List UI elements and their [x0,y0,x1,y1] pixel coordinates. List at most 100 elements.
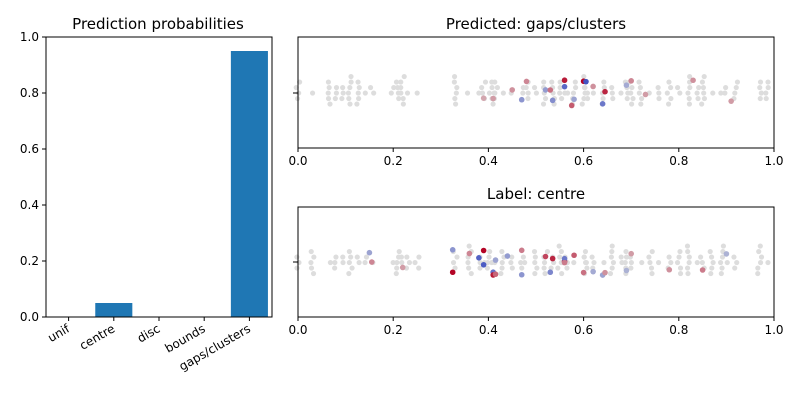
swarm-point [618,90,624,96]
swarm-x-tick-label: 0.8 [669,154,688,168]
swarm-point [534,265,540,271]
swarm-point [708,270,714,277]
swarm-point [557,79,563,85]
swarm-point [708,254,715,260]
swarm-x-tick-label: 1.0 [764,323,783,337]
swarm-point [685,270,691,277]
swarm-point [325,95,332,102]
swarm-point [668,259,674,266]
swarm-highlight-point [518,96,525,103]
swarm-point [765,259,771,266]
bar-centre [95,303,133,317]
swarm-point [450,259,457,266]
swarm-point [609,243,615,249]
swarm-highlight-point [547,269,554,276]
swarm-point [639,259,645,266]
swarm-point [499,265,505,271]
swarm-point [414,90,420,96]
swarm-point [646,254,652,260]
bar-x-tick-label: disc [135,321,163,345]
swarm-highlight-point [547,87,554,93]
swarm-highlight-point [666,266,673,273]
swarm-point [699,259,705,266]
swarm-point [701,90,707,96]
swarm-point [701,73,707,80]
swarm-point [649,248,655,255]
swarm-point [629,84,635,91]
swarm-point [476,90,482,96]
swarm-point [694,90,700,96]
swarm-highlight-point [628,78,634,84]
swarm-point [508,259,514,266]
swarm-highlight-point [623,82,630,89]
swarm-point [396,248,402,255]
swarm-highlight-point [590,83,596,90]
swarm-point [655,259,662,266]
swarm-point [466,265,472,271]
swarm-point [572,79,578,85]
swarm-point [388,90,394,96]
swarm-point [416,265,422,271]
swarm-point [674,259,681,266]
swarm-point [309,90,316,96]
swarm-point [400,95,406,102]
swarm-point [623,248,629,255]
swarm-point [486,254,492,260]
swarm-point [557,84,563,91]
swarm-point [498,270,504,277]
swarm-point [541,79,547,85]
predicted-chart-title: Predicted: gaps/clusters [446,15,626,33]
swarm-point [355,79,361,85]
swarm-point [296,259,302,266]
swarm-point [452,101,459,107]
swarm-point [581,73,587,80]
swarm-x-tick-label: 0.8 [669,323,688,337]
swarm-highlight-point [490,95,496,102]
bar-y-axis: 0.0 0.2 0.4 0.6 0.8 1.0 [20,30,46,324]
label-chart-title: Label: centre [487,185,585,203]
swarm-point [763,95,769,102]
swarm-point [452,265,458,271]
swarm-highlight-point [509,87,515,93]
swarm-point [656,95,662,102]
swarm-point [477,265,483,271]
swarm-point [523,84,529,91]
swarm-point [487,248,493,255]
swarm-point [668,84,674,91]
swarm-highlight-point [642,91,649,98]
swarm-point [555,265,561,271]
swarm-point [734,259,740,266]
swarm-point [533,90,540,96]
swarm-point [398,79,404,85]
swarm-point [719,254,726,260]
swarm-point [363,254,370,260]
swarm-point [699,101,705,107]
swarm-point [348,79,354,85]
swarm-point [734,79,741,85]
swarm-point [601,259,607,266]
swarm-point [294,254,300,260]
label-plot-frame [297,206,775,318]
swarm-point [557,254,563,260]
swarm-point [520,90,526,96]
swarm-point [677,90,683,96]
swarm-highlight-point [571,252,577,259]
swarm-point [542,270,548,277]
swarm-point [610,95,616,102]
swarm-point [356,84,362,91]
swarm-point [464,90,471,96]
swarm-point [340,254,346,260]
swarm-point [609,90,615,96]
swarm-point [630,95,636,102]
swarm-point [601,84,607,91]
swarm-x-tick-label: 0.0 [288,323,307,337]
swarm-point [542,95,549,102]
swarm-point [685,248,691,255]
swarm-point [609,84,615,91]
bar-series [95,51,268,317]
swarm-point [609,248,615,255]
swarm-point [723,84,729,91]
swarm-point [610,259,617,266]
swarm-point [346,95,352,102]
swarm-point [393,270,399,277]
